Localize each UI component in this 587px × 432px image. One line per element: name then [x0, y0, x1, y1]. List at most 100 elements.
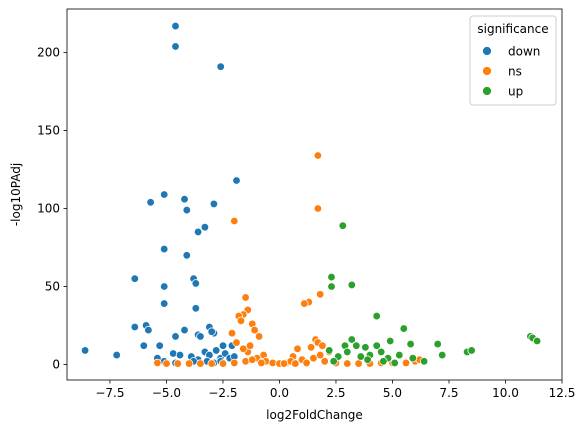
data-point-up	[386, 336, 395, 346]
x-tick-label: −2.5	[208, 386, 237, 400]
data-point-up	[325, 346, 334, 355]
data-point-down	[175, 350, 185, 360]
legend-label-up: up	[508, 85, 523, 99]
data-point-ns	[318, 341, 327, 350]
data-point-down	[193, 227, 203, 237]
data-point-up	[361, 343, 370, 352]
data-point-up	[372, 311, 381, 321]
data-point-ns	[196, 359, 205, 368]
data-point-up	[372, 341, 381, 350]
data-point-down	[169, 349, 178, 358]
data-point-down	[182, 251, 191, 260]
data-point-up	[406, 339, 415, 349]
data-point-ns	[245, 341, 255, 350]
data-point-down	[160, 190, 169, 199]
data-point-up	[379, 357, 388, 366]
data-point-down	[171, 332, 180, 341]
data-point-down	[207, 327, 216, 336]
legend-box	[469, 15, 557, 106]
data-point-up	[399, 324, 408, 333]
data-point-ns	[250, 325, 259, 335]
x-tick-label: 12.5	[549, 386, 576, 400]
data-point-ns	[309, 354, 318, 363]
y-axis: 0 50 100 150 200	[37, 46, 67, 371]
data-point-up	[438, 350, 447, 360]
data-point-ns	[257, 358, 266, 368]
data-point-up	[377, 347, 386, 357]
x-axis: −7.5 −5.0 −2.5 0.0 2.5 5.0 7.5 10.0 12.5	[95, 380, 575, 400]
x-tick-label: 7.5	[439, 386, 458, 400]
x-tick-label: 0.0	[270, 386, 289, 400]
x-axis-label: log2FoldChange	[266, 408, 363, 422]
data-point-up	[419, 357, 429, 366]
data-point-up	[347, 335, 356, 344]
data-point-up	[433, 339, 442, 349]
data-point-ns	[230, 358, 239, 368]
data-point-ns	[302, 358, 311, 368]
data-point-up	[347, 280, 356, 290]
data-point-down	[160, 282, 169, 291]
data-point-ns	[241, 357, 250, 366]
data-point-down	[182, 205, 191, 215]
x-tick-label: −7.5	[95, 386, 124, 400]
data-point-down	[146, 198, 155, 207]
data-point-down	[171, 21, 180, 31]
y-axis-label: -log10PAdj	[9, 163, 23, 226]
data-point-ns	[313, 151, 323, 160]
data-point-ns	[236, 316, 246, 325]
data-point-down	[171, 42, 180, 51]
data-point-ns	[306, 343, 316, 352]
data-point-up	[467, 346, 476, 355]
data-point-down	[180, 195, 189, 204]
legend-marker-down	[482, 46, 492, 56]
data-point-up	[408, 354, 417, 363]
data-point-down	[191, 304, 200, 313]
data-point-down	[160, 244, 169, 254]
data-point-down	[155, 341, 164, 350]
data-point-down	[130, 274, 139, 283]
data-point-ns	[162, 359, 171, 368]
data-point-down	[200, 223, 210, 232]
data-point-ns	[291, 359, 300, 368]
legend-label-down: down	[508, 45, 540, 59]
data-point-down	[130, 322, 139, 332]
data-point-ns	[313, 204, 323, 213]
data-point-ns	[401, 358, 411, 368]
data-point-ns	[227, 329, 237, 338]
data-point-down	[212, 346, 221, 355]
data-point-ns	[279, 359, 289, 368]
data-point-ns	[173, 359, 182, 368]
data-point-down	[80, 346, 90, 355]
x-tick-label: 10.0	[492, 386, 519, 400]
data-point-up	[352, 341, 361, 350]
x-tick-label: 2.5	[326, 386, 345, 400]
data-point-down	[144, 325, 153, 335]
data-point-ns	[343, 359, 352, 368]
y-tick-label: 50	[45, 279, 60, 293]
data-point-up	[532, 336, 542, 346]
plot-frame	[66, 8, 563, 381]
data-point-down	[160, 299, 169, 308]
data-point-up	[390, 358, 399, 368]
x-tick-label: 5.0	[383, 386, 402, 400]
data-point-up	[343, 347, 352, 357]
data-point-up	[338, 221, 347, 230]
data-point-ns	[230, 216, 239, 226]
y-tick-label: 150	[37, 124, 60, 138]
data-point-ns	[207, 359, 216, 368]
data-point-up	[363, 355, 372, 364]
y-tick-label: 200	[37, 46, 60, 60]
data-point-ns	[354, 359, 363, 368]
data-points-layer	[80, 21, 542, 368]
data-point-ns	[241, 293, 250, 302]
data-point-up	[329, 357, 338, 366]
legend-marker-up	[482, 86, 492, 96]
data-point-ns	[239, 344, 248, 353]
data-point-ns	[184, 359, 194, 368]
data-point-ns	[316, 350, 325, 360]
data-point-down	[191, 279, 200, 288]
y-tick-label: 0	[52, 357, 60, 371]
data-point-down	[209, 199, 219, 209]
data-point-ns	[268, 358, 277, 368]
